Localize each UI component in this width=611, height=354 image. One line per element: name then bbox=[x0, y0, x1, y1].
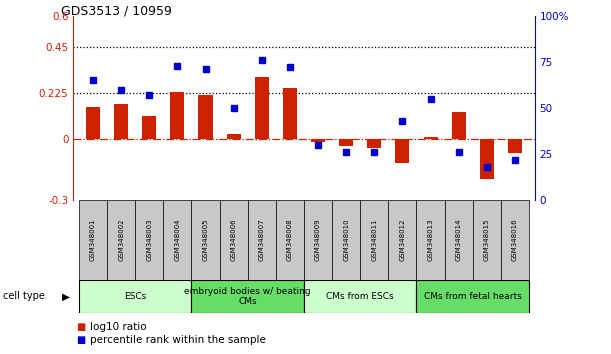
Text: CMs from ESCs: CMs from ESCs bbox=[326, 292, 394, 301]
Bar bbox=[227, 134, 241, 139]
Text: GSM348002: GSM348002 bbox=[118, 218, 124, 261]
Bar bbox=[170, 92, 185, 139]
Bar bbox=[508, 139, 522, 153]
Bar bbox=[445, 200, 473, 280]
Text: GSM348008: GSM348008 bbox=[287, 218, 293, 261]
Text: ▶: ▶ bbox=[62, 291, 70, 302]
Bar bbox=[473, 200, 501, 280]
Bar bbox=[395, 139, 409, 163]
Bar bbox=[417, 280, 529, 313]
Bar bbox=[304, 280, 417, 313]
Bar bbox=[332, 200, 360, 280]
Bar bbox=[199, 95, 213, 139]
Text: GDS3513 / 10959: GDS3513 / 10959 bbox=[61, 4, 172, 17]
Bar bbox=[423, 137, 437, 139]
Text: GSM348014: GSM348014 bbox=[456, 218, 462, 261]
Text: ■: ■ bbox=[76, 322, 86, 332]
Bar bbox=[501, 200, 529, 280]
Bar bbox=[480, 139, 494, 178]
Text: ESCs: ESCs bbox=[124, 292, 146, 301]
Bar bbox=[191, 280, 304, 313]
Text: CMs from fetal hearts: CMs from fetal hearts bbox=[424, 292, 522, 301]
Bar bbox=[304, 200, 332, 280]
Bar bbox=[452, 112, 466, 139]
Bar bbox=[339, 139, 353, 147]
Text: log10 ratio: log10 ratio bbox=[90, 322, 147, 332]
Text: GSM348001: GSM348001 bbox=[90, 218, 96, 261]
Bar bbox=[311, 139, 325, 142]
Bar bbox=[135, 200, 163, 280]
Bar bbox=[367, 139, 381, 148]
Bar bbox=[114, 104, 128, 139]
Text: GSM348013: GSM348013 bbox=[428, 218, 434, 261]
Text: GSM348010: GSM348010 bbox=[343, 218, 349, 261]
Text: ■: ■ bbox=[76, 335, 86, 345]
Text: GSM348011: GSM348011 bbox=[371, 218, 378, 261]
Text: percentile rank within the sample: percentile rank within the sample bbox=[90, 335, 266, 345]
Bar bbox=[191, 200, 219, 280]
Text: GSM348012: GSM348012 bbox=[400, 218, 406, 261]
Text: GSM348016: GSM348016 bbox=[512, 218, 518, 261]
Text: cell type: cell type bbox=[3, 291, 45, 302]
Text: GSM348003: GSM348003 bbox=[146, 218, 152, 261]
Text: GSM348007: GSM348007 bbox=[259, 218, 265, 261]
Bar bbox=[276, 200, 304, 280]
Bar bbox=[163, 200, 191, 280]
Bar bbox=[79, 200, 107, 280]
Bar bbox=[247, 200, 276, 280]
Text: GSM348004: GSM348004 bbox=[174, 218, 180, 261]
Bar bbox=[79, 280, 191, 313]
Text: GSM348015: GSM348015 bbox=[484, 218, 490, 261]
Text: GSM348006: GSM348006 bbox=[230, 218, 236, 261]
Bar bbox=[142, 116, 156, 139]
Bar bbox=[283, 87, 297, 139]
Bar bbox=[360, 200, 389, 280]
Bar bbox=[86, 107, 100, 139]
Text: GSM348005: GSM348005 bbox=[202, 218, 208, 261]
Bar bbox=[107, 200, 135, 280]
Bar bbox=[219, 200, 247, 280]
Text: GSM348009: GSM348009 bbox=[315, 218, 321, 261]
Bar bbox=[255, 77, 269, 139]
Text: embryoid bodies w/ beating
CMs: embryoid bodies w/ beating CMs bbox=[185, 287, 311, 306]
Bar bbox=[389, 200, 417, 280]
Bar bbox=[417, 200, 445, 280]
